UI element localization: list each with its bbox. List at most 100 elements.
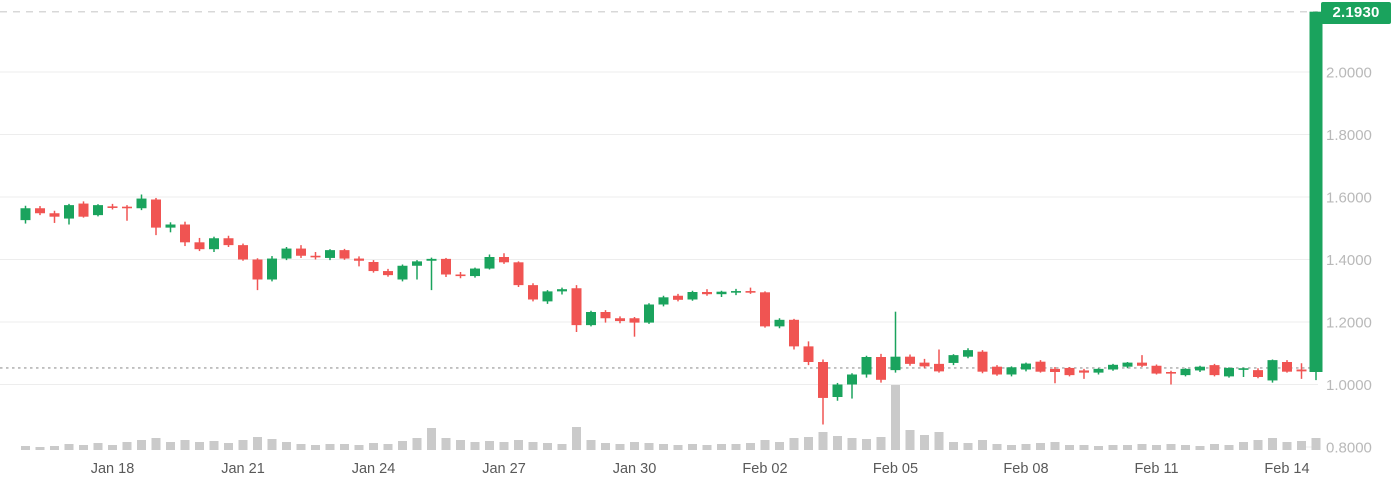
- candle[interactable]: [194, 237, 205, 252]
- candle[interactable]: [818, 359, 828, 425]
- volume-bar[interactable]: [253, 437, 262, 450]
- candle[interactable]: [615, 316, 625, 324]
- volume-bar[interactable]: [50, 446, 59, 450]
- candle[interactable]: [1035, 360, 1046, 373]
- volume-bar[interactable]: [920, 435, 929, 450]
- candle[interactable]: [1050, 367, 1060, 384]
- candle[interactable]: [760, 291, 770, 328]
- volume-bar[interactable]: [978, 440, 987, 450]
- candle[interactable]: [267, 256, 277, 282]
- candle[interactable]: [977, 350, 988, 374]
- volume-bar[interactable]: [209, 441, 219, 450]
- candle[interactable]: [963, 348, 973, 359]
- volume-bar[interactable]: [1181, 445, 1190, 450]
- volume-bar[interactable]: [311, 445, 320, 450]
- candle[interactable]: [1093, 368, 1104, 375]
- candle[interactable]: [905, 354, 915, 366]
- candle[interactable]: [1224, 367, 1234, 378]
- candle[interactable]: [557, 287, 567, 295]
- candle[interactable]: [35, 206, 45, 216]
- volume-bar[interactable]: [963, 443, 973, 450]
- volume-bar[interactable]: [340, 444, 349, 450]
- volume-bar[interactable]: [949, 442, 958, 450]
- candle[interactable]: [1122, 362, 1133, 369]
- volume-bar[interactable]: [398, 441, 407, 450]
- volume-bar[interactable]: [1166, 444, 1176, 450]
- volume-bar[interactable]: [441, 438, 451, 450]
- volume-bar[interactable]: [731, 444, 741, 450]
- candle[interactable]: [1180, 368, 1191, 377]
- volume-bar[interactable]: [267, 439, 277, 450]
- volume-bar[interactable]: [702, 445, 712, 450]
- candle[interactable]: [876, 353, 886, 383]
- candle[interactable]: [629, 317, 640, 337]
- volume-bar[interactable]: [427, 428, 436, 450]
- candle[interactable]: [426, 257, 437, 291]
- volume-bar[interactable]: [876, 437, 886, 450]
- volume-bar[interactable]: [180, 440, 190, 450]
- candle[interactable]: [1151, 364, 1162, 375]
- candle[interactable]: [542, 290, 553, 304]
- candle[interactable]: [716, 290, 727, 297]
- volume-bar[interactable]: [35, 447, 45, 450]
- volume-bar[interactable]: [557, 444, 567, 450]
- candle[interactable]: [310, 252, 321, 260]
- volume-bar[interactable]: [659, 444, 668, 450]
- volume-bar[interactable]: [992, 444, 1002, 450]
- candle[interactable]: [1296, 363, 1307, 379]
- volume-bar[interactable]: [369, 443, 378, 450]
- volume-bar[interactable]: [789, 438, 799, 450]
- candle[interactable]: [238, 243, 248, 261]
- volume-bar[interactable]: [572, 427, 581, 450]
- candle[interactable]: [151, 197, 161, 236]
- volume-bar[interactable]: [543, 443, 552, 450]
- volume-bar[interactable]: [383, 444, 393, 450]
- volume-bar[interactable]: [238, 440, 248, 450]
- volume-bar[interactable]: [528, 442, 538, 450]
- candle[interactable]: [1253, 368, 1263, 379]
- candle[interactable]: [1006, 366, 1017, 377]
- volume-bar[interactable]: [456, 440, 465, 450]
- candle[interactable]: [499, 253, 509, 264]
- volume-bar[interactable]: [644, 443, 654, 450]
- candle[interactable]: [571, 285, 582, 332]
- candle[interactable]: [78, 201, 89, 218]
- volume-bar[interactable]: [1297, 441, 1306, 450]
- candle[interactable]: [64, 203, 74, 225]
- volume-bar[interactable]: [818, 432, 828, 450]
- volume-bar[interactable]: [1224, 445, 1234, 450]
- candle[interactable]: [1137, 355, 1147, 367]
- candle[interactable]: [600, 310, 611, 323]
- candle[interactable]: [644, 303, 654, 324]
- candle[interactable]: [1021, 362, 1031, 372]
- volume-bar[interactable]: [775, 442, 784, 450]
- candle[interactable]: [252, 258, 263, 291]
- candle[interactable]: [1064, 367, 1075, 377]
- volume-bar[interactable]: [833, 436, 842, 450]
- candle[interactable]: [383, 268, 393, 277]
- volume-bar[interactable]: [746, 443, 755, 450]
- volume-bar[interactable]: [224, 443, 233, 450]
- candle[interactable]: [948, 354, 959, 366]
- candle[interactable]: [93, 204, 103, 217]
- volume-bar[interactable]: [296, 444, 306, 450]
- volume-bar[interactable]: [1239, 442, 1248, 450]
- candle[interactable]: [702, 289, 712, 296]
- volume-bar[interactable]: [325, 444, 335, 450]
- candle[interactable]: [1166, 370, 1176, 385]
- candle[interactable]: [397, 264, 408, 282]
- volume-bar[interactable]: [1021, 444, 1031, 450]
- candle[interactable]: [49, 210, 60, 223]
- candle[interactable]: [832, 382, 843, 401]
- volume-bar[interactable]: [1137, 444, 1147, 450]
- volume-bar[interactable]: [1036, 443, 1045, 450]
- volume-bar[interactable]: [64, 444, 74, 450]
- volume-bar[interactable]: [151, 438, 161, 450]
- candle[interactable]: [1238, 367, 1249, 377]
- volume-bar[interactable]: [1268, 438, 1277, 450]
- volume-bar[interactable]: [470, 442, 480, 450]
- volume-bar[interactable]: [1210, 444, 1219, 450]
- candle[interactable]: [484, 254, 495, 270]
- candle[interactable]: [339, 248, 350, 260]
